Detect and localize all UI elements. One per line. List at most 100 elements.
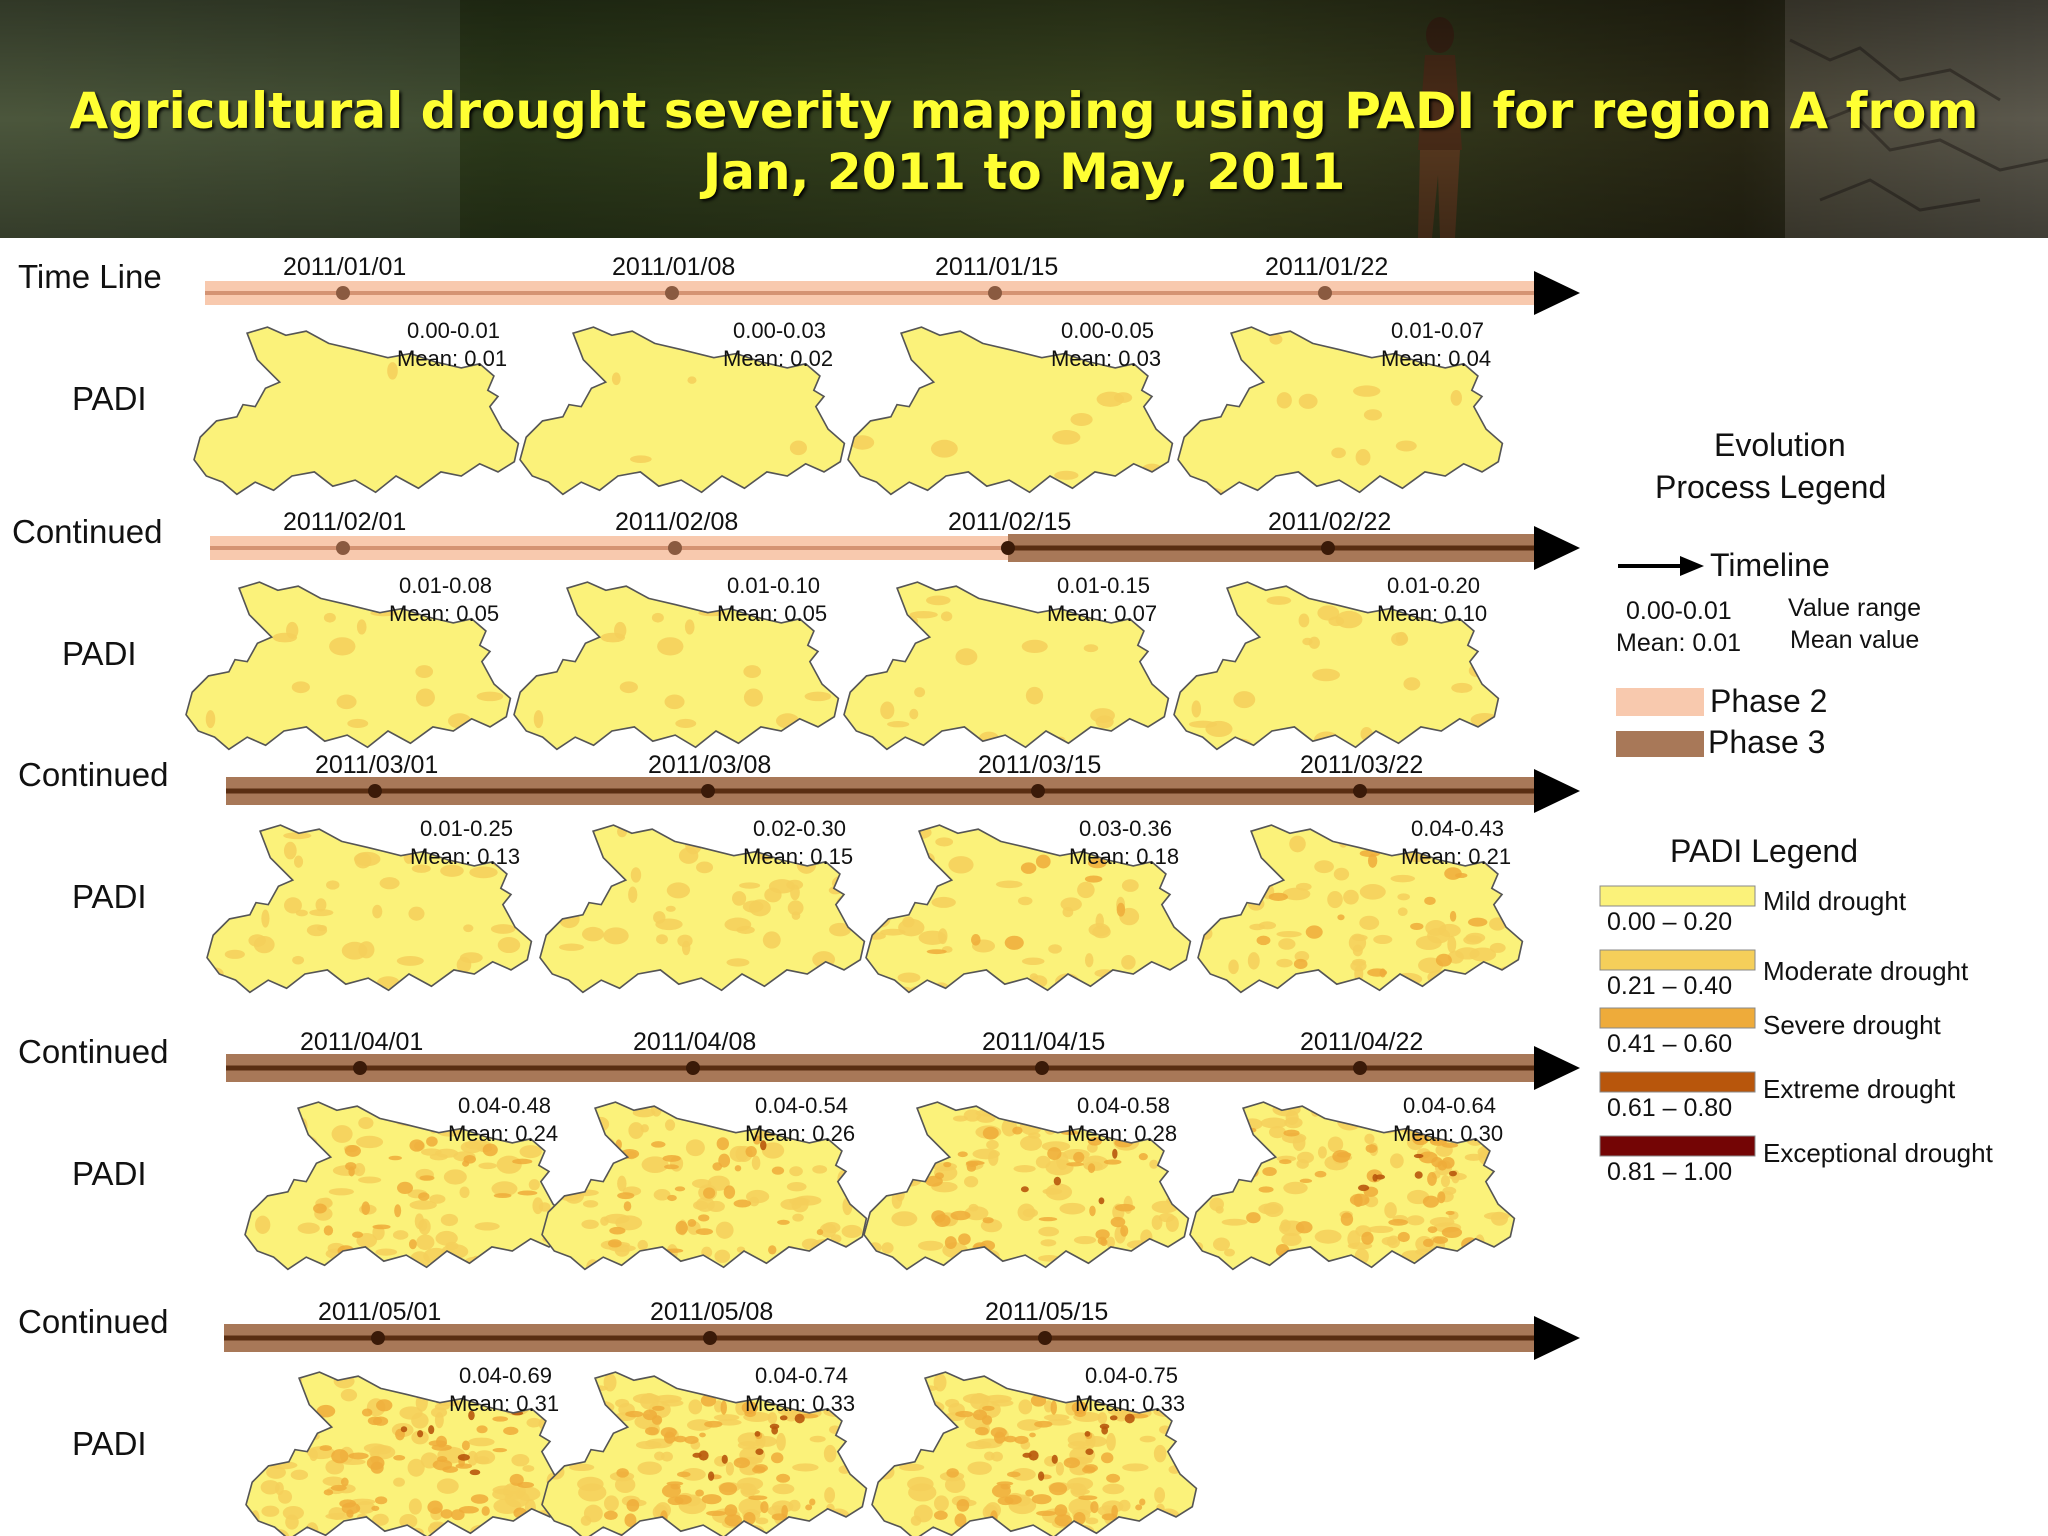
value-range: 0.04-0.64 <box>1403 1093 1496 1118</box>
region-outline <box>843 581 1170 751</box>
value-range: 0.01-0.15 <box>1057 573 1150 598</box>
value-range: 0.04-0.75 <box>1085 1363 1178 1388</box>
timeline-date: 2011/04/08 <box>633 1028 756 1056</box>
legend-class-label: Extreme drought <box>1763 1074 1956 1104</box>
legend-range: 0.61 – 0.80 <box>1607 1094 1732 1122</box>
padi-map <box>244 1101 571 1271</box>
timeline-date: 2011/03/01 <box>315 751 438 779</box>
row-label: Time Line <box>18 258 162 295</box>
timeline-arrow-icon <box>1534 1316 1580 1360</box>
timeline-date: 2011/02/22 <box>1268 508 1391 536</box>
timeline-date: 2011/04/22 <box>1300 1028 1423 1056</box>
legend-class-label: Severe drought <box>1763 1010 1942 1040</box>
mean-example: Mean: 0.01 <box>1616 629 1741 657</box>
legend-swatch <box>1599 1135 1756 1157</box>
timeline-dot <box>353 1061 367 1075</box>
value-range: 0.04-0.74 <box>755 1363 848 1388</box>
value-range-desc: Value range <box>1788 594 1921 622</box>
timeline-arrow-icon <box>1534 1046 1580 1090</box>
mean-value: Mean: 0.01 <box>397 346 507 371</box>
region-fill <box>540 825 865 993</box>
region-outline <box>245 1371 572 1536</box>
drought-pattern <box>207 832 521 989</box>
region-outline <box>185 581 512 751</box>
padi-legend-title: PADI Legend <box>1670 833 1858 869</box>
value-range: 0.01-0.08 <box>399 573 492 598</box>
value-range: 0.04-0.58 <box>1077 1093 1170 1118</box>
timeline-date: 2011/01/01 <box>283 253 406 281</box>
region-outline <box>206 824 533 994</box>
timeline-dot <box>336 541 350 555</box>
timeline-date: 2011/03/22 <box>1300 751 1423 779</box>
mean-value: Mean: 0.26 <box>745 1121 855 1146</box>
timeline-date: 2011/05/01 <box>318 1298 441 1326</box>
padi-label: PADI <box>72 1155 147 1192</box>
timeline-dot <box>701 784 715 798</box>
timeline-date: 2011/02/15 <box>948 508 1071 536</box>
value-range: 0.00-0.01 <box>407 318 500 343</box>
value-range: 0.00-0.03 <box>733 318 826 343</box>
legend-range: 0.21 – 0.40 <box>1607 972 1732 1000</box>
row-label: Continued <box>18 756 168 793</box>
timeline-date: 2011/05/15 <box>985 1298 1108 1326</box>
timeline-arrow-icon <box>1534 271 1580 315</box>
timeline-date: 2011/01/15 <box>935 253 1058 281</box>
timeline-dot <box>1038 1331 1052 1345</box>
timeline-date: 2011/02/08 <box>615 508 738 536</box>
mean-desc: Mean value <box>1790 626 1919 654</box>
region-fill <box>844 582 1169 750</box>
padi-label: PADI <box>72 380 147 417</box>
legend-swatch <box>1599 1007 1756 1029</box>
padi-map <box>539 824 866 994</box>
mean-value: Mean: 0.05 <box>717 601 827 626</box>
mean-value: Mean: 0.03 <box>1051 346 1161 371</box>
region-fill <box>1198 825 1523 993</box>
background-photo <box>0 0 2048 238</box>
value-range: 0.01-0.25 <box>420 816 513 841</box>
timeline-legend-label: Timeline <box>1710 547 1830 583</box>
region-fill <box>1174 582 1499 750</box>
region-fill <box>520 327 845 495</box>
region-outline <box>541 1101 868 1271</box>
figure-canvas: Time Line PADI 2011/01/01 0.00-0.01 Mean: 0.… <box>12 253 1994 1536</box>
value-range: 0.01-0.20 <box>1387 573 1480 598</box>
padi-label: PADI <box>72 878 147 915</box>
phase-2-label: Phase 2 <box>1710 683 1827 719</box>
timeline-date: 2011/04/15 <box>982 1028 1105 1056</box>
region-fill <box>194 327 519 495</box>
timeline-date: 2011/01/22 <box>1265 253 1388 281</box>
mean-value: Mean: 0.07 <box>1047 601 1157 626</box>
mean-value: Mean: 0.24 <box>448 1121 558 1146</box>
timeline-arrow-icon <box>1534 526 1580 570</box>
row-label: Continued <box>18 1033 168 1070</box>
timeline-date: 2011/05/08 <box>650 1298 773 1326</box>
padi-map <box>541 1371 868 1536</box>
region-outline <box>539 824 866 994</box>
row-label: Continued <box>12 513 162 550</box>
timeline-dot <box>1001 541 1015 555</box>
slide-title-line-1: Agricultural drought severity mapping us… <box>69 82 1979 140</box>
region-fill <box>864 1102 1189 1270</box>
legend-range: 0.81 – 1.00 <box>1607 1158 1732 1186</box>
timeline-dot <box>1353 1061 1367 1075</box>
drought-pattern <box>558 825 859 993</box>
timeline-dot <box>988 286 1002 300</box>
mean-value: Mean: 0.02 <box>723 346 833 371</box>
legend-class-label: Exceptional drought <box>1763 1138 1994 1168</box>
value-range: 0.03-0.36 <box>1079 816 1172 841</box>
header-banner: Agricultural drought severity mapping us… <box>0 0 2048 238</box>
mean-value: Mean: 0.30 <box>1393 1121 1503 1146</box>
timeline-dot <box>1318 286 1332 300</box>
region-outline <box>519 326 846 496</box>
timeline-dot <box>336 286 350 300</box>
value-range: 0.04-0.54 <box>755 1093 848 1118</box>
region-outline <box>1197 824 1524 994</box>
timeline-dot <box>665 286 679 300</box>
padi-map <box>185 581 512 751</box>
padi-map <box>541 1101 868 1271</box>
mean-value: Mean: 0.21 <box>1401 844 1511 869</box>
phase-2-swatch <box>1616 688 1704 716</box>
region-outline <box>1189 1101 1516 1271</box>
padi-label: PADI <box>62 635 137 672</box>
timeline-date: 2011/03/15 <box>978 751 1101 779</box>
